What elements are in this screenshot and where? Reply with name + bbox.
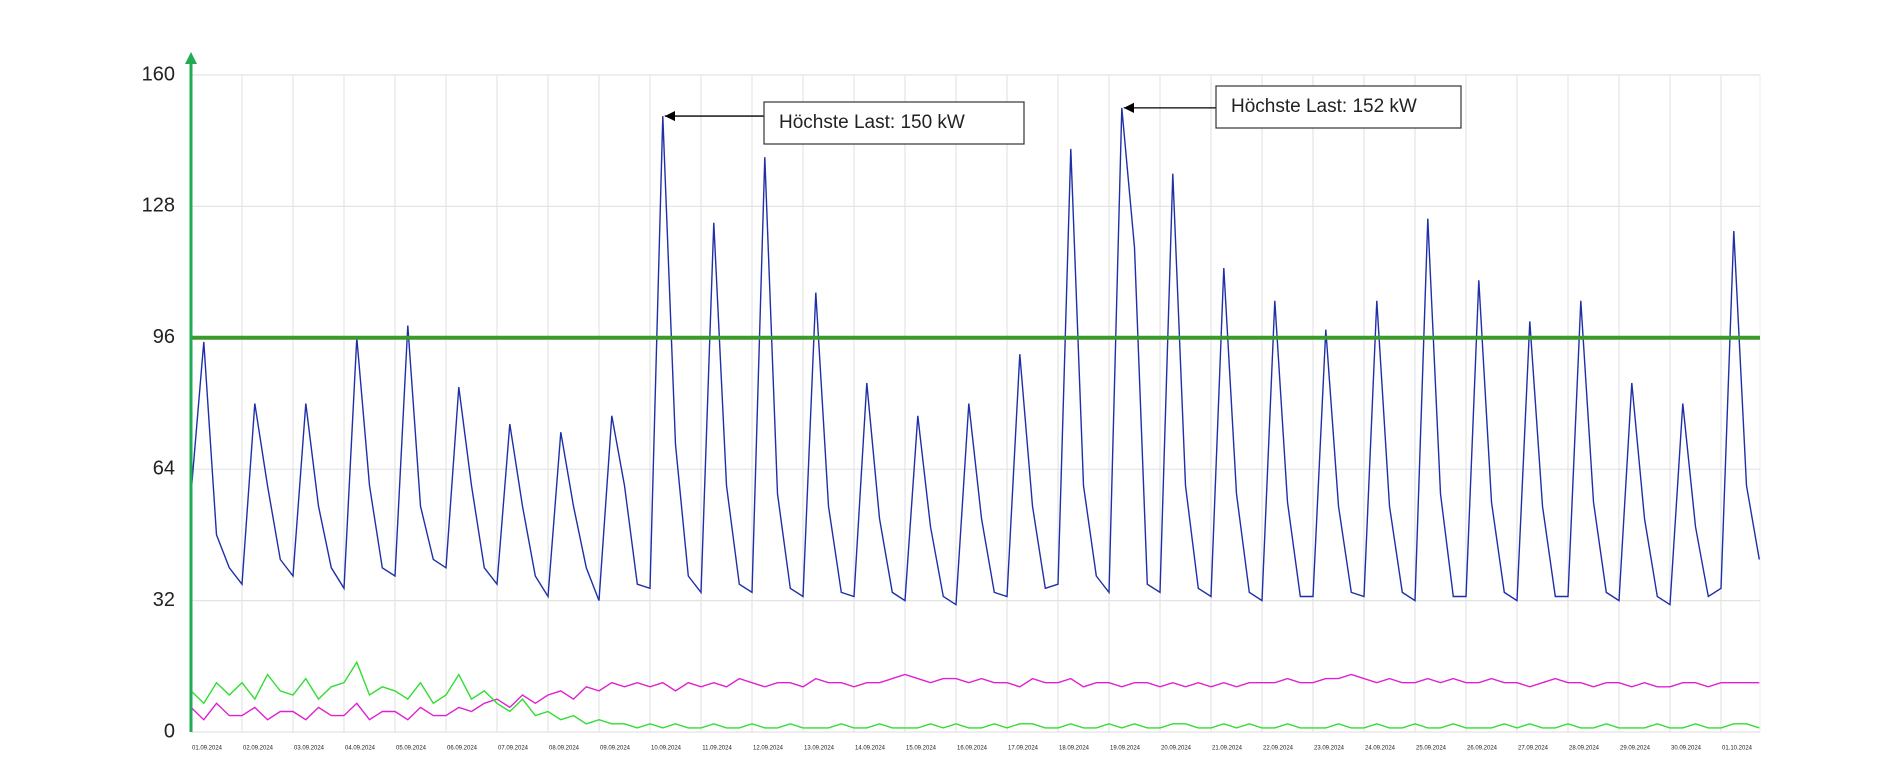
x-tick-label: 15.09.2024 xyxy=(906,746,937,752)
x-tick-label: 24.09.2024 xyxy=(1365,746,1396,752)
x-tick-label: 14.09.2024 xyxy=(855,746,886,752)
axis-arrow xyxy=(185,52,197,64)
x-tick-label: 19.09.2024 xyxy=(1110,746,1141,752)
x-tick-label: 17.09.2024 xyxy=(1008,746,1039,752)
y-tick-label: 32 xyxy=(153,589,175,611)
x-tick-label: 11.09.2024 xyxy=(702,746,732,752)
x-tick-label: 01.09.2024 xyxy=(192,746,223,752)
y-tick-label: 0 xyxy=(164,720,175,742)
annotation-box xyxy=(1215,85,1462,129)
annotation-box xyxy=(763,101,1025,145)
data-line xyxy=(190,673,1760,721)
x-tick-label: 21.09.2024 xyxy=(1212,746,1243,752)
x-tick-label: 08.09.2024 xyxy=(549,746,580,752)
x-tick-label: 10.09.2024 xyxy=(651,746,682,752)
x-tick-label: 12.09.2024 xyxy=(753,746,784,752)
data-line xyxy=(190,660,1760,729)
y-tick-label: 160 xyxy=(142,63,175,85)
x-tick-label: 16.09.2024 xyxy=(957,746,988,752)
annotation-text: Höchste Last: 152 kW xyxy=(1231,96,1417,117)
x-tick-label: 29.09.2024 xyxy=(1620,746,1651,752)
data-line xyxy=(190,107,1760,606)
x-tick-label: 30.09.2024 xyxy=(1671,746,1702,752)
x-tick-label: 18.09.2024 xyxy=(1059,746,1090,752)
x-tick-label: 25.09.2024 xyxy=(1416,746,1447,752)
x-tick-label: 23.09.2024 xyxy=(1314,746,1345,752)
x-tick-label: 02.09.2024 xyxy=(243,746,274,752)
x-tick-label: 03.09.2024 xyxy=(294,746,325,752)
x-tick-label: 27.09.2024 xyxy=(1518,746,1549,752)
x-tick-label: 04.09.2024 xyxy=(345,746,376,752)
x-tick-label: 22.09.2024 xyxy=(1263,746,1294,752)
x-tick-label: 20.09.2024 xyxy=(1161,746,1192,752)
plot-area xyxy=(190,74,1761,733)
x-tick-label: 28.09.2024 xyxy=(1569,746,1600,752)
x-tick-label: 07.09.2024 xyxy=(498,746,529,752)
y-tick-label: 128 xyxy=(142,195,175,217)
x-tick-label: 06.09.2024 xyxy=(447,746,478,752)
x-tick-label: 01.10.2024 xyxy=(1722,746,1753,752)
x-tick-label: 13.09.2024 xyxy=(804,746,835,752)
y-tick-label: 64 xyxy=(153,457,175,479)
annotation-text: Höchste Last: 150 kW xyxy=(779,112,965,133)
x-tick-label: 26.09.2024 xyxy=(1467,746,1498,752)
x-tick-label: 05.09.2024 xyxy=(396,746,427,752)
y-tick-label: 96 xyxy=(153,326,175,348)
x-tick-label: 09.09.2024 xyxy=(600,746,631,752)
